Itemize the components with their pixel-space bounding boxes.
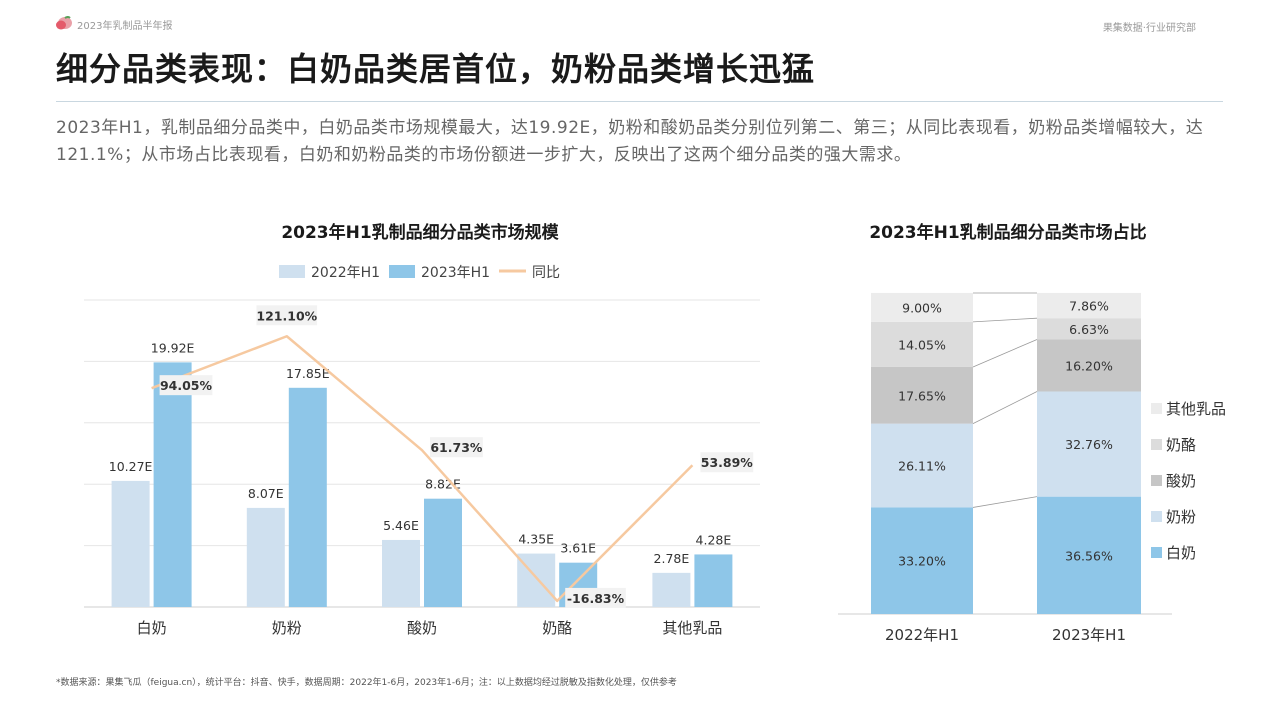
bar-value-label-2022: 10.27E xyxy=(109,459,153,474)
stack-segment xyxy=(871,321,973,367)
bar-value-label-2023: 17.85E xyxy=(286,366,330,381)
stack-segment xyxy=(871,292,973,322)
legend-swatch xyxy=(1151,403,1162,414)
legend-swatch-2023 xyxy=(389,265,415,278)
stack-value-label: 6.63% xyxy=(1069,322,1109,337)
stack-segment xyxy=(871,423,973,508)
summary-paragraph: 2023年H1，乳制品细分品类中，白奶品类市场规模最大，达19.92E，奶粉和酸… xyxy=(56,118,1204,165)
stack-value-label: 9.00% xyxy=(902,300,942,315)
x-tick-label: 奶酪 xyxy=(542,619,572,637)
legend-label: 奶粉 xyxy=(1166,508,1196,526)
yoy-label-group: 53.89% xyxy=(700,452,754,473)
bar-2023 xyxy=(153,362,192,607)
bar-2022 xyxy=(246,507,285,607)
x-tick-label: 酸奶 xyxy=(407,619,437,637)
yoy-value-label: 94.05% xyxy=(160,378,213,393)
yoy-value-label: -16.83% xyxy=(567,591,625,606)
legend-label: 奶酪 xyxy=(1166,436,1196,454)
x-tick-label: 其他乳品 xyxy=(662,619,722,637)
bar-value-label-2023: 3.61E xyxy=(560,541,596,556)
stack-value-label: 17.65% xyxy=(898,388,946,403)
stack-value-label: 16.20% xyxy=(1065,358,1113,373)
stack-segment xyxy=(871,366,973,424)
market-share-stacked-chart: 33.20% 26.11% 17.65% 14.05% 9.00% 2022年H1 36.5… xyxy=(838,292,1226,644)
footnote: *数据来源：果集飞瓜（feigua.cn），统计平台：抖音、快手，数据周期：20… xyxy=(56,678,677,688)
bar-value-label-2022: 4.35E xyxy=(518,532,554,547)
stack-value-label: 32.76% xyxy=(1065,437,1113,452)
legend-swatch xyxy=(1151,547,1162,558)
legend-swatch xyxy=(1151,475,1162,486)
yoy-label-bg xyxy=(430,437,483,458)
yoy-value-label: 121.10% xyxy=(256,308,317,323)
stack-value-label: 26.11% xyxy=(898,459,946,474)
stack-segment xyxy=(1037,391,1141,497)
page-title: 细分品类表现：白奶品类居首位，奶粉品类增长迅猛 xyxy=(56,50,816,88)
stack-value-label: 33.20% xyxy=(898,554,946,569)
department-label: 果集数据·行业研究部 xyxy=(1102,23,1196,34)
legend-label-yoy: 同比 xyxy=(532,265,560,281)
stack-segment xyxy=(1037,292,1141,319)
report-name: 2023年乳制品半年报 xyxy=(77,21,173,32)
title-divider xyxy=(56,101,1223,102)
connector-line xyxy=(972,339,1038,368)
yoy-label-group: 61.73% xyxy=(430,437,483,458)
legend-label: 其他乳品 xyxy=(1166,400,1226,418)
stack-segment xyxy=(871,507,973,614)
stack-value-label: 7.86% xyxy=(1069,299,1109,314)
bar-value-label-2023: 19.92E xyxy=(151,340,195,355)
x-tick-label: 白奶 xyxy=(137,619,167,637)
bar-chart-title: 2023年H1乳制品细分品类市场规模 xyxy=(281,223,559,243)
bar-2023 xyxy=(288,387,327,607)
yoy-label-group: 94.05% xyxy=(159,375,213,396)
yoy-label-bg xyxy=(700,452,754,473)
bar-2023 xyxy=(424,498,462,607)
bar-value-label-2023: 8.82E xyxy=(425,477,461,492)
x-tick-label: 2023年H1 xyxy=(1052,626,1126,644)
connector-line xyxy=(972,496,1038,508)
yoy-label-bg xyxy=(256,305,318,326)
stack-value-label: 36.56% xyxy=(1065,548,1113,563)
legend-label: 酸奶 xyxy=(1166,472,1196,490)
bar-value-label-2023: 4.28E xyxy=(696,532,732,547)
legend: 2022年H1 2023年H1 同比 xyxy=(279,265,560,281)
x-tick-label: 奶粉 xyxy=(272,619,302,637)
yoy-line xyxy=(151,335,694,603)
yoy-label-bg xyxy=(159,375,213,396)
yoy-value-label: 53.89% xyxy=(701,455,754,470)
stack-segment xyxy=(1037,496,1141,614)
connector-line xyxy=(972,317,1038,323)
stack-value-label: 14.05% xyxy=(898,337,946,352)
bar-value-label-2022: 8.07E xyxy=(248,486,284,501)
legend-label-2022: 2022年H1 xyxy=(311,265,380,281)
yoy-value-label: 61.73% xyxy=(430,440,483,455)
stack-segment xyxy=(1037,339,1141,392)
legend-swatch xyxy=(1151,511,1162,522)
stack-chart-title: 2023年H1乳制品细分品类市场占比 xyxy=(869,223,1147,243)
yoy-label-group: 121.10% xyxy=(256,305,318,326)
bar-2023 xyxy=(694,554,733,607)
connector-line xyxy=(972,391,1038,424)
legend-label: 白奶 xyxy=(1166,544,1196,562)
bar-value-label-2022: 5.46E xyxy=(383,518,419,533)
bar-value-label-2022: 2.78E xyxy=(654,551,690,566)
legend-swatch xyxy=(1151,439,1162,450)
bar-2022 xyxy=(111,480,150,607)
x-tick-label: 2022年H1 xyxy=(885,626,959,644)
yoy-label-bg xyxy=(565,587,626,608)
yoy-label-group: -16.83% xyxy=(565,587,626,608)
stack-segment xyxy=(1037,318,1141,340)
market-size-bar-chart: 2022年H1 2023年H1 同比 10.27E 19.92E 白奶 8.07E 17.85… xyxy=(84,265,760,637)
legend-swatch-2022 xyxy=(279,265,305,278)
bar-2022 xyxy=(382,539,420,607)
bar-2022 xyxy=(652,572,691,607)
brand-logo-icon xyxy=(56,16,72,30)
legend-label-2023: 2023年H1 xyxy=(421,265,490,281)
